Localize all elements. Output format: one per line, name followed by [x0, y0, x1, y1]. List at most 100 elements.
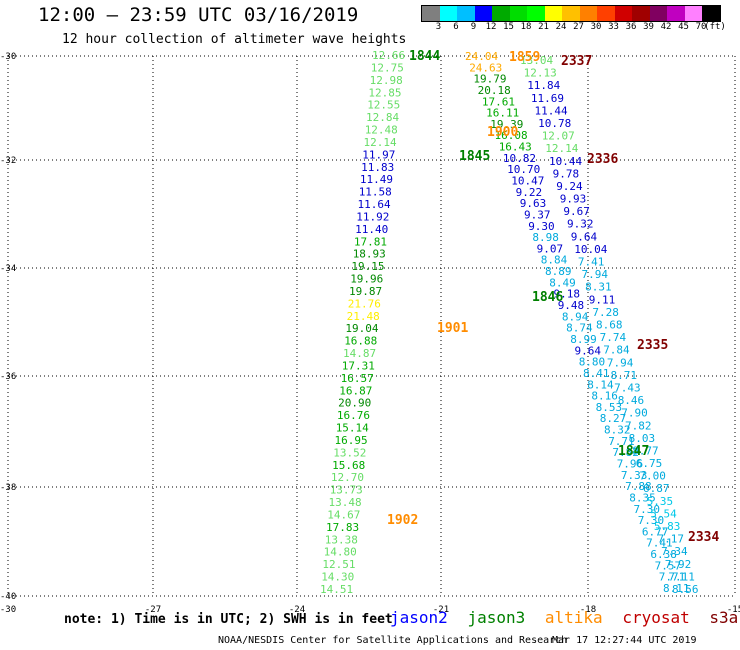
- color-scale-label: 42: [660, 22, 672, 32]
- wave-height-label: 15.68: [332, 459, 365, 472]
- wave-height-label: 13.73: [330, 484, 363, 497]
- color-scale-label: 36: [625, 22, 637, 32]
- wave-height-label: 8.89: [545, 265, 572, 278]
- wave-height-label: 9.24: [556, 180, 583, 193]
- wave-height-label: 12.66: [372, 49, 405, 62]
- wave-height-label: 11.44: [535, 104, 568, 117]
- wave-height-label: 6.38: [650, 548, 677, 561]
- wave-height-label: 8.03: [629, 432, 656, 445]
- wave-height-label: 11.83: [361, 161, 394, 174]
- wave-height-label: 12.13: [524, 67, 557, 80]
- lon-tick-label: -27: [145, 605, 161, 615]
- wave-height-label: 12.48: [365, 124, 398, 137]
- wave-height-label: 20.90: [338, 397, 371, 410]
- wave-height-label: 17.83: [326, 521, 359, 534]
- wave-height-label: 16.43: [499, 141, 532, 154]
- wave-height-label: 9.78: [553, 167, 580, 180]
- pass-time-label: 1847: [618, 444, 649, 459]
- color-scale-label: 24: [555, 22, 567, 32]
- wave-height-label: 9.22: [516, 186, 543, 199]
- wave-height-label: 8.80: [579, 356, 606, 369]
- pass-time-label: 1845: [459, 149, 490, 164]
- wave-height-label: 8.46: [618, 394, 645, 407]
- wave-height-label: 8.84: [541, 254, 568, 267]
- color-scale-label: 33: [608, 22, 619, 32]
- wave-height-label: 17.31: [342, 360, 375, 373]
- wave-height-label: 8.68: [596, 319, 623, 332]
- wave-height-label: 9.64: [575, 344, 602, 357]
- pass-time-label: 2337: [561, 54, 592, 69]
- wave-height-label: 16.57: [341, 372, 374, 385]
- wave-height-label: 19.87: [349, 285, 382, 298]
- color-swatch: [702, 6, 720, 21]
- color-swatch: [474, 6, 492, 21]
- color-scale-label: 15: [503, 22, 514, 32]
- wave-height-label: 8.41: [583, 367, 610, 380]
- satellite-legend: jason2 jason3 altika cryosat s3a: [390, 608, 740, 627]
- wave-height-label: 9.37: [524, 209, 551, 222]
- wave-height-label: 7.71: [608, 435, 635, 448]
- color-scale-label: 12: [485, 22, 497, 32]
- wave-height-label: 11.69: [531, 92, 564, 105]
- legend-cryosat: cryosat: [622, 608, 690, 627]
- wave-height-label: 21.76: [348, 297, 381, 310]
- pass-time-label: 2336: [587, 152, 618, 167]
- wave-height-label: 14.30: [321, 571, 354, 584]
- wave-height-label: 24.04: [465, 50, 498, 63]
- color-swatch: [649, 6, 667, 21]
- color-swatch: [614, 6, 632, 21]
- wave-height-label: 10.78: [538, 117, 571, 130]
- pass-time-label: 2334: [688, 530, 719, 545]
- wave-height-label: 12.14: [364, 136, 397, 149]
- legend-jason3: jason3: [467, 608, 526, 627]
- wave-height-label: 7.33: [621, 469, 648, 482]
- legend-altika: altika: [544, 608, 603, 627]
- color-swatch: [527, 6, 545, 21]
- wave-height-label: 13.38: [325, 533, 358, 546]
- wave-height-label: 9.32: [567, 218, 594, 231]
- wave-height-label: 17.61: [482, 95, 515, 108]
- wave-height-label: 12.55: [367, 99, 400, 112]
- color-scale-label: 39: [643, 22, 654, 32]
- pass-time-label: 2335: [637, 338, 668, 353]
- wave-height-label: 6.75: [636, 457, 663, 470]
- color-scale-label: 9: [470, 22, 477, 32]
- pass-time-label: 1902: [387, 513, 418, 528]
- wave-height-label: 6.87: [643, 482, 670, 495]
- wave-height-label: 7.88: [625, 480, 652, 493]
- chart-subtitle: 12 hour collection of altimeter wave hei…: [62, 32, 407, 47]
- wave-height-label: 11.97: [362, 148, 395, 161]
- wave-height-label: 7.82: [625, 419, 652, 432]
- wave-height-label: 8.35: [629, 491, 656, 504]
- pass-time-label: 1844: [409, 49, 440, 64]
- wave-height-label: 14.51: [320, 583, 353, 596]
- wave-height-label: 24.63: [469, 61, 502, 74]
- wave-height-label: 14.80: [324, 546, 357, 559]
- pass-time-label: 1901: [437, 321, 468, 336]
- color-scale-label: 18: [520, 22, 532, 32]
- wave-height-label: 7.41: [578, 256, 605, 269]
- color-scale-label: 45: [678, 22, 689, 32]
- wave-height-label: 7.30: [634, 503, 661, 516]
- wave-height-label: 8.77: [632, 445, 659, 458]
- wave-height-label: 19.39: [490, 118, 523, 131]
- lon-tick-label: -24: [289, 605, 305, 615]
- color-swatch: [422, 6, 440, 21]
- wave-height-label: 16.76: [337, 409, 370, 422]
- wave-height-label: 14.87: [343, 347, 376, 360]
- wave-height-label: 12.51: [322, 558, 355, 571]
- wave-height-label: 17.81: [354, 235, 387, 248]
- wave-height-label: 7.92: [665, 558, 692, 571]
- wave-height-label: 7.34: [661, 545, 688, 558]
- wave-height-label: 8.56: [672, 583, 699, 596]
- wave-height-label: 9.67: [563, 205, 590, 218]
- wave-height-label: 14.67: [327, 509, 360, 522]
- wave-height-label: 11.84: [527, 79, 560, 92]
- wave-height-label: 9.07: [537, 242, 564, 255]
- wave-height-label: 12.70: [331, 471, 364, 484]
- wave-height-label: 7.28: [592, 306, 619, 319]
- wave-height-label: 7.96: [617, 458, 644, 471]
- wave-height-label: 13.04: [520, 54, 553, 67]
- lon-tick-label: -15: [727, 605, 740, 615]
